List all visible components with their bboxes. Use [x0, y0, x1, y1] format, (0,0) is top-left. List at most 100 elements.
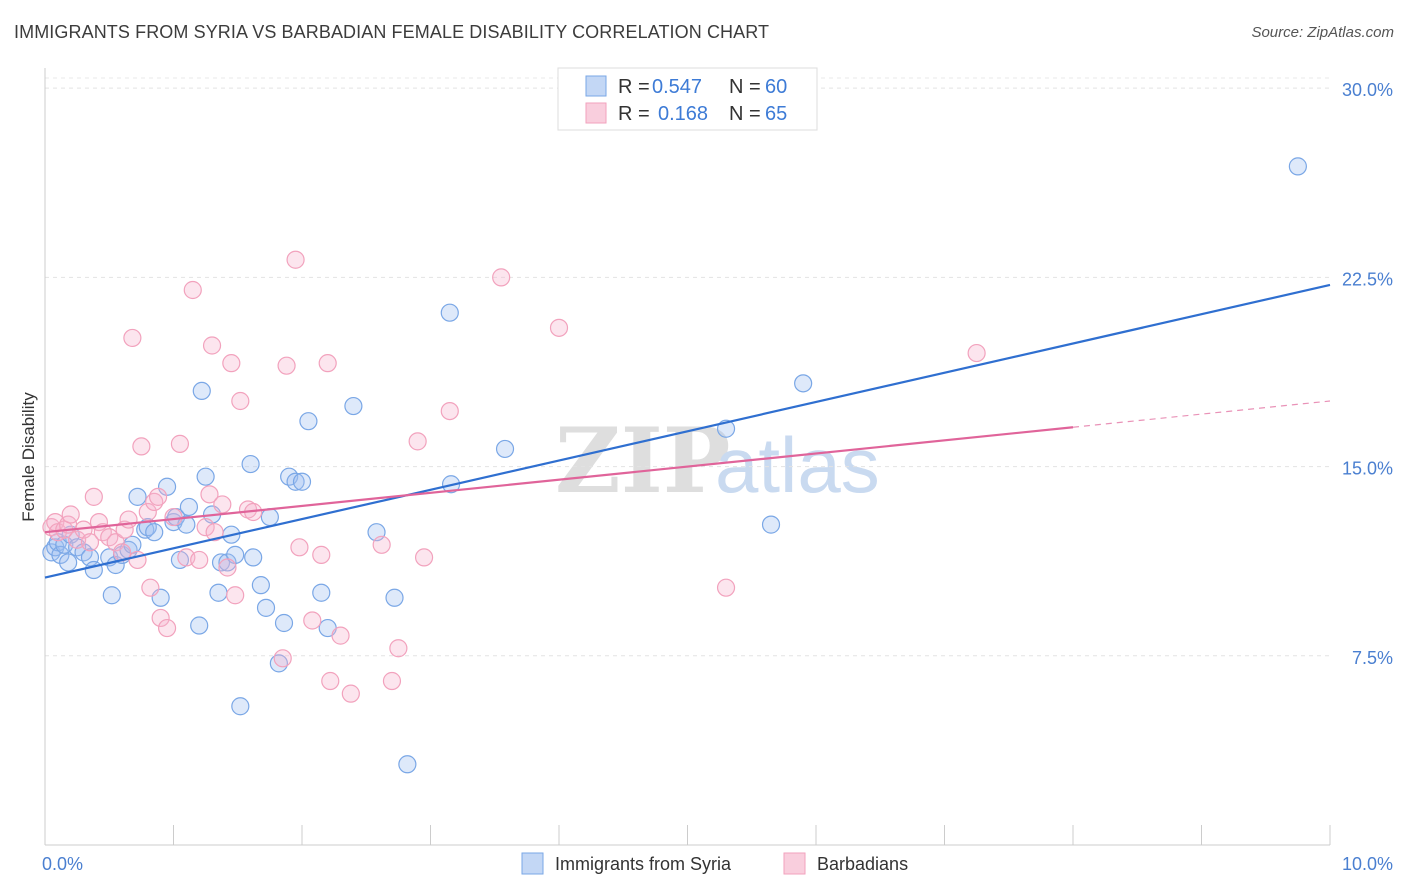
- trend-line-ext-barbadians: [1072, 400, 1331, 428]
- point-barbadians-53: [382, 671, 402, 691]
- x-tick-label-0: 0.0%: [42, 854, 83, 874]
- point-barbadians-17: [123, 328, 142, 348]
- watermark-zip: ZIP: [555, 408, 730, 514]
- trend-lines: [44, 283, 1331, 579]
- point-barbadians-5: [61, 505, 80, 524]
- point-barbadians-47: [312, 545, 331, 564]
- point-barbadians-54: [389, 639, 408, 658]
- point-barbadians-31: [196, 518, 215, 537]
- point-syria-55: [440, 303, 459, 322]
- point-barbadians-19: [132, 437, 151, 456]
- bottom-legend-label-syria: Immigrants from Syria: [555, 854, 732, 874]
- point-barbadians-52: [372, 535, 391, 554]
- point-barbadians-36: [218, 558, 237, 577]
- point-syria-44: [274, 613, 294, 633]
- point-syria-57: [495, 439, 515, 459]
- bottom-legend-label-barbadians: Barbadians: [817, 854, 908, 874]
- chart-source: Source: ZipAtlas.com: [1251, 24, 1394, 41]
- point-barbadians-59: [549, 318, 569, 337]
- point-syria-61: [1288, 157, 1307, 176]
- point-barbadians-45: [290, 538, 309, 557]
- point-barbadians-26: [164, 507, 183, 527]
- point-barbadians-25: [157, 618, 177, 638]
- point-syria-60: [794, 374, 813, 393]
- axes: [44, 68, 1331, 846]
- point-barbadians-33: [202, 336, 222, 355]
- point-syria-30: [196, 467, 215, 486]
- point-barbadians-30: [190, 550, 209, 570]
- y-tick-label-3: 30.0%: [1342, 80, 1393, 100]
- x-tick-label-1: 10.0%: [1342, 854, 1393, 874]
- point-syria-51: [344, 396, 363, 416]
- point-syria-32: [209, 583, 228, 602]
- point-barbadians-24: [151, 608, 170, 628]
- point-barbadians-13: [106, 533, 125, 552]
- y-tick-labels: 7.5% 15.0% 22.5% 30.0%: [1342, 80, 1393, 668]
- point-barbadians-60: [716, 578, 736, 597]
- point-barbadians-20: [138, 502, 157, 522]
- point-syria-20: [145, 523, 164, 542]
- point-barbadians-57: [440, 401, 459, 421]
- point-barbadians-50: [331, 626, 350, 645]
- point-syria-37: [231, 697, 250, 716]
- legend-swatch-barbadians: [585, 102, 607, 124]
- chart-title: IMMIGRANTS FROM SYRIA VS BARBADIAN FEMAL…: [14, 22, 770, 42]
- point-barbadians-23: [148, 487, 168, 506]
- legend-r-value-syria: 0.547: [652, 76, 702, 98]
- point-syria-53: [385, 588, 404, 607]
- legend-n-label-syria: N =: [729, 76, 761, 98]
- point-barbadians-34: [205, 523, 224, 542]
- trend-line-syria: [44, 283, 1331, 579]
- bottom-legend-swatch-barbadians: [783, 852, 806, 875]
- point-barbadians-9: [84, 487, 103, 506]
- point-syria-59: [761, 515, 781, 534]
- point-barbadians-27: [170, 434, 190, 453]
- y-tick-label-2: 22.5%: [1342, 269, 1393, 289]
- point-barbadians-21: [141, 578, 160, 597]
- point-syria-40: [251, 576, 270, 595]
- point-barbadians-32: [200, 485, 219, 504]
- legend-n-value-syria: 60: [765, 76, 787, 98]
- point-syria-39: [244, 548, 263, 567]
- point-syria-54: [398, 755, 417, 774]
- point-barbadians-48: [318, 354, 337, 373]
- point-barbadians-58: [492, 268, 511, 287]
- point-barbadians-8: [80, 533, 100, 552]
- point-barbadians-61: [967, 343, 986, 363]
- point-barbadians-44: [286, 250, 305, 269]
- point-barbadians-51: [341, 684, 360, 703]
- point-syria-22: [157, 477, 177, 496]
- legend-r-label-barbadians: R =: [618, 103, 650, 125]
- point-syria-5: [59, 553, 78, 572]
- point-syria-29: [192, 381, 211, 401]
- point-syria-49: [312, 583, 331, 602]
- legend-swatch-syria: [585, 75, 607, 97]
- point-syria-28: [190, 616, 209, 635]
- y-tick-label-0: 7.5%: [1352, 648, 1393, 668]
- point-barbadians-49: [321, 671, 340, 691]
- point-syria-27: [179, 497, 199, 517]
- y-tick-label-1: 15.0%: [1342, 459, 1393, 479]
- point-syria-48: [299, 412, 318, 431]
- legend-n-value-barbadians: 65: [765, 103, 787, 125]
- point-barbadians-43: [277, 356, 296, 375]
- legend-r-value-barbadians: 0.168: [658, 103, 708, 125]
- point-barbadians-39: [231, 391, 250, 411]
- y-axis-label: Female Disability: [19, 392, 38, 522]
- point-barbadians-38: [226, 586, 245, 605]
- point-syria-41: [256, 598, 276, 617]
- point-barbadians-55: [408, 432, 427, 451]
- point-barbadians-18: [128, 550, 147, 570]
- trend-line-barbadians: [44, 426, 1074, 534]
- point-syria-38: [241, 454, 260, 474]
- point-syria-47: [292, 472, 312, 491]
- legend: R = 0.547 N = 60 R = 0.168 N = 65: [557, 67, 818, 131]
- point-syria-34: [218, 553, 237, 572]
- point-syria-46: [286, 472, 305, 491]
- legend-r-label-syria: R =: [618, 76, 650, 98]
- point-syria-12: [102, 586, 121, 605]
- point-barbadians-40: [238, 500, 258, 519]
- bottom-legend-swatch-syria: [521, 852, 544, 875]
- point-barbadians-46: [303, 611, 322, 630]
- point-barbadians-29: [183, 280, 202, 300]
